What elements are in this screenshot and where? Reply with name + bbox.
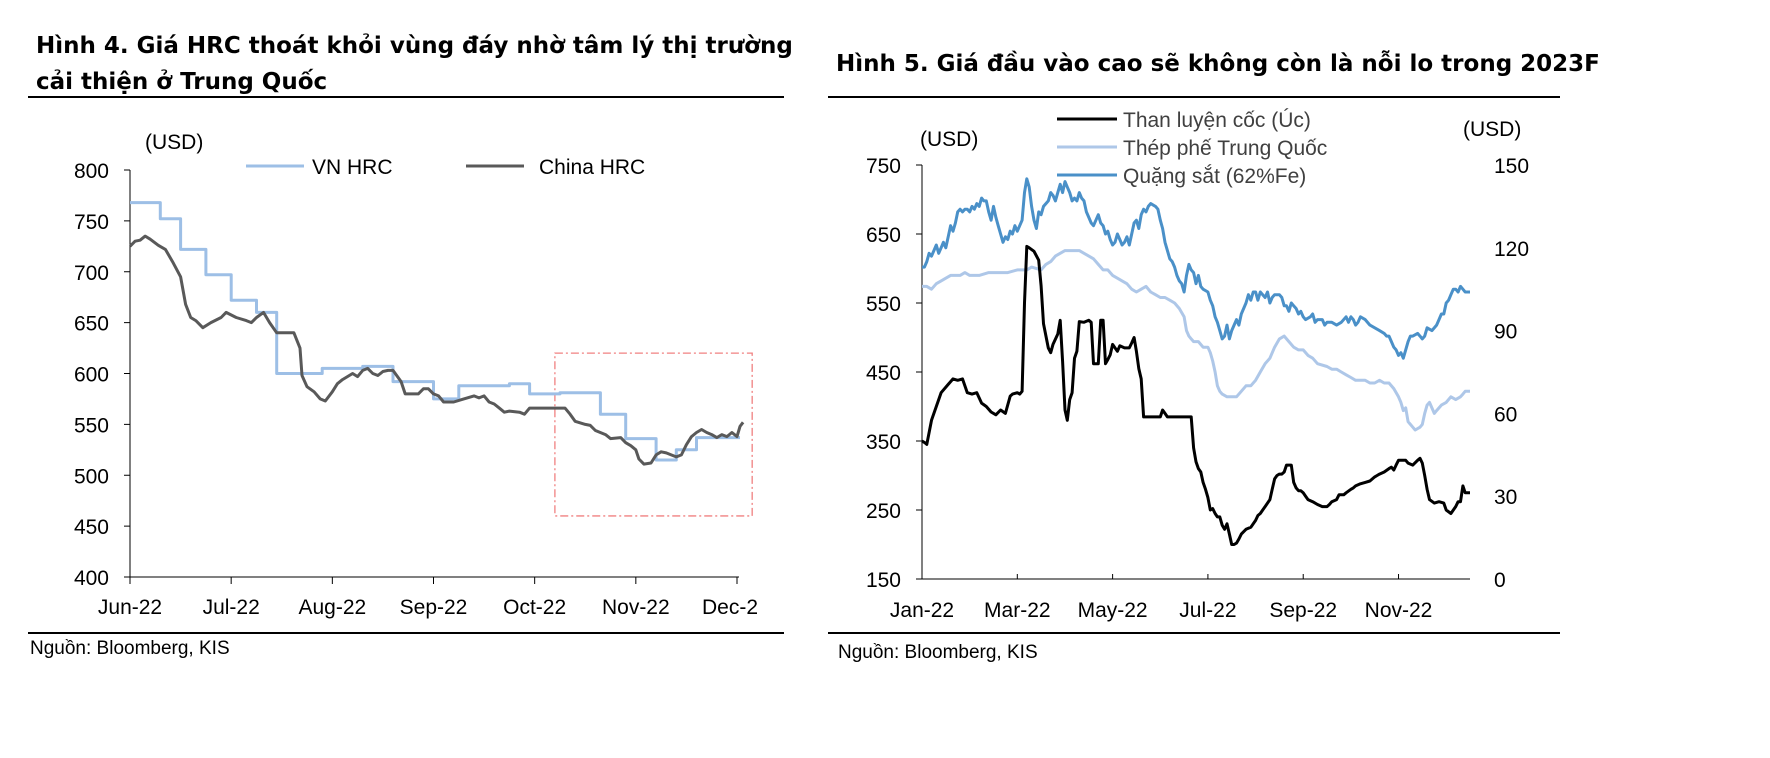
chart-hrc-price: 400 450 500 550 600 650 700 750 800 Jun-22 Jul-22 A… <box>74 131 758 619</box>
chart-input-price: 150 250 350 450 550 650 750 0 30 60 90 120 150 Jan-22… <box>866 109 1529 622</box>
y-tick-label-left: 350 <box>866 431 901 454</box>
y-axis-label-left: (USD) <box>920 128 978 151</box>
y-tick-label-left: 550 <box>866 293 901 316</box>
figure5-title: Hình 5. Giá đầu vào cao sẽ không còn là … <box>836 51 1600 77</box>
figure4-source: Nguồn: Bloomberg, KIS <box>30 638 230 659</box>
figure5-bottom-rule <box>828 632 1560 634</box>
y-tick-label-right: 90 <box>1494 321 1517 344</box>
y-tick-label-left: 650 <box>866 224 901 247</box>
x-tick-label: Sep-22 <box>1269 599 1337 622</box>
y-tick-label: 650 <box>74 313 109 336</box>
figure4-bottom-rule <box>28 632 784 634</box>
y-tick-label: 600 <box>74 364 109 387</box>
y-tick-label: 550 <box>74 414 109 437</box>
y-tick-label: 500 <box>74 465 109 488</box>
figure5-source: Nguồn: Bloomberg, KIS <box>838 642 1038 663</box>
series-line-vn-hrc <box>130 201 740 462</box>
series-line-quang-sat-62-fe <box>922 177 1470 360</box>
series-line-than-luyen-coc-uc <box>921 244 1470 546</box>
y-tick-label-right: 30 <box>1494 486 1517 509</box>
x-tick-label: Jan-22 <box>890 599 954 622</box>
legend-label-thep-phe-trung-quoc: Thép phế Trung Quốc <box>1123 137 1327 160</box>
y-tick-label: 800 <box>74 160 109 183</box>
y-tick-label-right: 60 <box>1494 403 1517 426</box>
y-tick-label-left: 750 <box>866 155 901 178</box>
series-line-china-hrc <box>128 234 745 466</box>
y-tick-label-right: 150 <box>1494 155 1529 178</box>
legend-label-vn-hrc: VN HRC <box>312 156 393 179</box>
x-tick-label: Jun-22 <box>98 596 162 619</box>
legend-label-quang-sat-62-fe: Quặng sắt (62%Fe) <box>1123 165 1306 188</box>
x-tick-label: May-22 <box>1078 599 1148 622</box>
y-tick-label-left: 150 <box>866 569 901 592</box>
y-tick-label: 750 <box>74 211 109 234</box>
figure5-title-rule <box>828 96 1560 98</box>
figure4-title: Hình 4. Giá HRC thoát khỏi vùng đáy nhờ … <box>36 28 796 100</box>
y-tick-label-left: 250 <box>866 500 901 523</box>
legend-label-than-luyen-coc-uc: Than luyện cốc (Úc) <box>1123 109 1311 132</box>
highlight-box <box>554 352 753 517</box>
y-tick-label: 450 <box>74 516 109 539</box>
y-tick-label: 700 <box>74 262 109 285</box>
x-tick-label: Dec-2 <box>702 596 758 619</box>
x-tick-label: Nov-22 <box>1365 599 1433 622</box>
x-tick-label: Jul-22 <box>1179 599 1236 622</box>
y-tick-label: 400 <box>74 567 109 590</box>
y-axis-label-right: (USD) <box>1463 118 1521 141</box>
x-tick-label: Aug-22 <box>298 596 366 619</box>
figure4-title-line2: cải thiện ở Trung Quốc <box>36 69 328 95</box>
x-tick-label: Jul-22 <box>203 596 260 619</box>
x-tick-label: Oct-22 <box>503 596 566 619</box>
figure4-title-line1: Hình 4. Giá HRC thoát khỏi vùng đáy nhờ … <box>36 33 793 59</box>
x-tick-label: Sep-22 <box>400 596 468 619</box>
y-tick-label-left: 450 <box>866 362 901 385</box>
figure4-title-rule <box>28 96 784 98</box>
y-tick-label-right: 120 <box>1494 238 1529 261</box>
y-tick-label-right: 0 <box>1494 569 1506 592</box>
x-tick-label: Mar-22 <box>984 599 1051 622</box>
legend-label-china-hrc: China HRC <box>539 156 645 179</box>
x-tick-label: Nov-22 <box>602 596 670 619</box>
y-axis-label: (USD) <box>145 131 203 154</box>
series-line-thep-phe-trung-quoc <box>922 249 1470 432</box>
